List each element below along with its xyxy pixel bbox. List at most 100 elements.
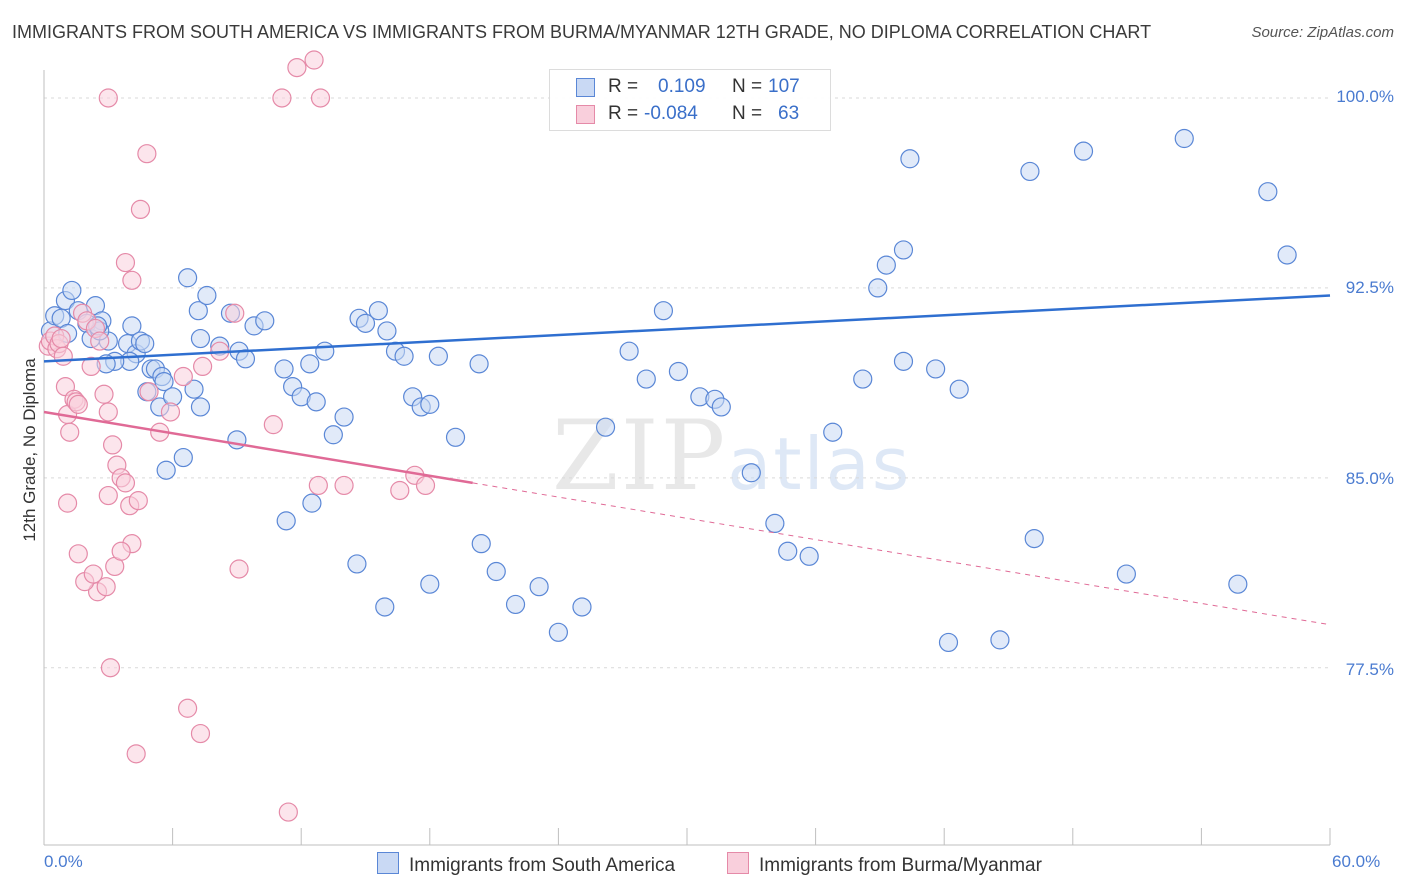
legend-n-label: N = <box>732 103 763 124</box>
data-point-south-america <box>355 313 376 333</box>
data-point-south-america <box>938 632 959 653</box>
watermark-zip: ZIP <box>552 400 728 512</box>
y-axis-label: 12th Grade, No Diploma <box>20 358 39 542</box>
data-point-south-america <box>276 511 296 531</box>
data-point-burma <box>390 480 410 501</box>
data-point-burma <box>128 491 148 511</box>
legend-row-blue: R = 0.109 N = 107 <box>550 74 830 100</box>
data-point-burma <box>90 331 110 351</box>
data-point-burma <box>263 415 283 435</box>
data-point-south-america <box>377 321 397 341</box>
data-point-burma <box>68 544 88 564</box>
data-point-burma <box>98 485 118 506</box>
data-point-south-america <box>306 392 326 412</box>
data-point-south-america <box>178 268 198 288</box>
trendline-south-america <box>43 294 1331 363</box>
data-point-burma <box>98 402 118 422</box>
data-point-south-america <box>469 354 489 374</box>
legend-row-pink: R = -0.084 N = 63 <box>550 101 830 127</box>
y-tick-label: 77.5% <box>1345 660 1394 679</box>
data-point-burma <box>190 723 211 744</box>
data-point-south-america <box>893 351 914 371</box>
data-point-south-america <box>190 397 211 417</box>
data-point-burma <box>94 384 114 404</box>
bottom-legend-label: Immigrants from Burma/Myanmar <box>759 855 1042 876</box>
data-point-south-america <box>135 334 155 354</box>
data-point-burma <box>137 144 157 164</box>
data-point-south-america <box>1174 128 1194 149</box>
data-point-burma <box>81 356 101 377</box>
data-point-burma <box>53 346 73 366</box>
legend-swatch-pink <box>576 105 595 124</box>
data-point-burma <box>178 698 198 718</box>
data-point-south-america <box>274 359 294 379</box>
data-point-burma <box>100 658 121 678</box>
data-point-burma <box>415 475 436 496</box>
legend-r-label: R = <box>608 76 639 97</box>
data-point-south-america <box>334 407 354 427</box>
data-point-south-america <box>184 379 204 399</box>
source-label: Source: ZipAtlas.com <box>1251 24 1394 41</box>
data-point-south-america <box>1258 182 1278 202</box>
y-tick-label: 92.5% <box>1345 278 1394 297</box>
x-tick-label: 0.0% <box>44 852 83 871</box>
data-point-south-america <box>315 341 335 361</box>
data-point-burma <box>115 252 136 273</box>
data-point-south-america <box>323 425 343 445</box>
data-point-burma <box>287 57 307 78</box>
watermark: ZIPatlas <box>552 400 911 512</box>
bottom-legend-label: Immigrants from South America <box>409 855 676 876</box>
data-point-south-america <box>853 369 873 389</box>
data-point-south-america <box>799 546 819 566</box>
data-point-south-america <box>653 301 674 321</box>
data-point-burma <box>278 802 298 822</box>
data-point-south-america <box>471 534 491 554</box>
data-point-burma <box>115 473 136 493</box>
data-point-burma <box>83 564 103 584</box>
data-point-south-america <box>529 577 549 597</box>
data-point-south-america <box>197 285 217 306</box>
data-point-south-america <box>122 316 142 336</box>
data-point-burma <box>272 88 292 108</box>
correlation-legend: R = 0.109 N = 107 R = -0.084 N = 63 <box>549 69 831 131</box>
data-point-south-america <box>741 463 761 483</box>
data-point-south-america <box>619 341 639 361</box>
data-point-south-america <box>154 371 174 392</box>
y-tick-label: 100.0% <box>1336 87 1394 106</box>
data-point-burma <box>334 475 354 496</box>
data-point-burma <box>102 435 123 455</box>
data-point-south-america <box>1024 528 1044 549</box>
data-point-south-america <box>1020 161 1040 182</box>
data-point-south-america <box>893 240 914 260</box>
data-point-south-america <box>765 513 785 534</box>
chart-title: IMMIGRANTS FROM SOUTH AMERICA VS IMMIGRA… <box>12 22 1152 42</box>
data-point-burma <box>193 356 213 377</box>
data-point-burma <box>130 199 151 220</box>
data-point-burma <box>111 541 131 561</box>
data-point-south-america <box>62 280 82 301</box>
data-point-south-america <box>823 422 843 442</box>
data-point-south-america <box>1277 245 1297 265</box>
data-point-south-america <box>173 447 193 468</box>
data-point-south-america <box>420 394 440 414</box>
data-point-south-america <box>420 574 440 594</box>
data-point-south-america <box>428 346 448 366</box>
data-point-south-america <box>347 554 367 574</box>
data-point-burma <box>160 402 181 422</box>
watermark-atlas: atlas <box>727 422 912 506</box>
data-point-south-america <box>548 622 569 642</box>
data-point-south-america <box>375 597 395 617</box>
legend-r-label: R = <box>608 103 639 124</box>
data-point-south-america <box>445 427 466 447</box>
data-point-south-america <box>1228 574 1248 594</box>
data-point-south-america <box>394 346 414 366</box>
legend-n-value: 63 <box>778 103 800 124</box>
data-point-south-america <box>188 301 208 321</box>
legend-r-value: 0.109 <box>658 76 706 97</box>
data-point-south-america <box>302 493 322 513</box>
data-point-south-america <box>926 359 946 379</box>
data-point-south-america <box>636 369 656 389</box>
legend-n-label: N = <box>732 76 763 97</box>
data-point-burma <box>60 422 80 442</box>
